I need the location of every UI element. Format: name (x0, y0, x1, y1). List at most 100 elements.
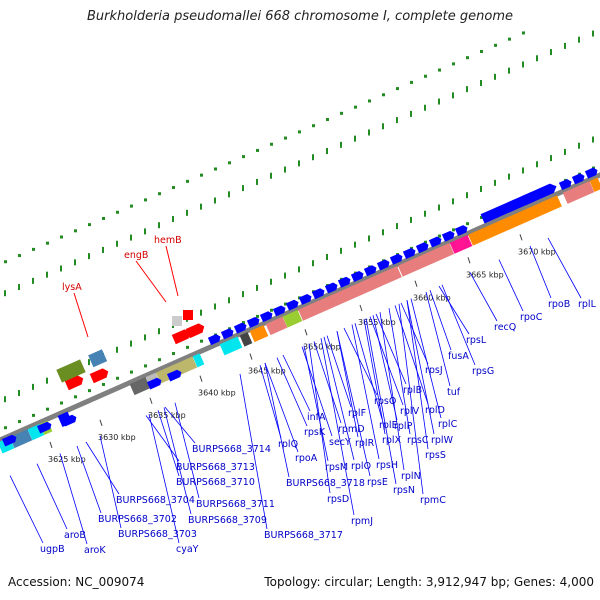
gene-red-box (183, 310, 193, 320)
label-leader-blue (363, 319, 386, 435)
grid-dot (326, 118, 329, 122)
grid-dot (228, 297, 230, 304)
grid-dot (508, 173, 510, 180)
label-leader-blue (438, 285, 470, 335)
gene-label-rpsJ: rpsJ (425, 365, 443, 376)
grid-dot (592, 30, 594, 37)
grid-dot (102, 382, 105, 386)
grid-dot (354, 105, 357, 109)
grid-dot (270, 308, 273, 312)
grid-dot (60, 401, 63, 405)
grid-dot (284, 136, 287, 140)
gene-label-lysA: lysA (62, 282, 82, 293)
grid-dot (116, 376, 119, 380)
feature-block (562, 181, 595, 204)
grid-dot (578, 36, 580, 43)
grid-dot (480, 80, 482, 86)
gene-label-BURPS668_3703: BURPS668_3703 (118, 529, 197, 540)
label-leader-blue (320, 338, 355, 516)
grid-dot (452, 92, 454, 99)
gene-arrow (324, 282, 338, 294)
grid-dot (494, 43, 497, 47)
gene-arrow (233, 322, 247, 334)
feature-block (282, 310, 303, 328)
gene-label-rpsE: rpsE (367, 477, 388, 488)
feature-block (129, 377, 151, 396)
grid-dot (326, 148, 328, 155)
gene-label-BURPS668_3718: BURPS668_3718 (286, 478, 365, 489)
grid-dot (4, 290, 6, 297)
grid-dot (382, 229, 384, 236)
gene-arrow (285, 299, 299, 311)
label-leader-blue (354, 323, 383, 420)
grid-dot (438, 234, 441, 238)
gene-label-rpsS: rpsS (425, 450, 446, 461)
gene-label-rplF: rplF (348, 408, 366, 419)
grid-dot (186, 209, 188, 216)
grid-dot (60, 235, 63, 239)
grid-dot (46, 377, 48, 384)
gene-label-aroB: aroB (64, 530, 86, 541)
label-leader-blue (529, 245, 552, 299)
grid-dot (158, 222, 160, 229)
feature-block (397, 243, 455, 277)
genome-summary: Topology: circular; Length: 3,912,947 bp… (264, 575, 594, 589)
label-leader-blue (429, 289, 452, 351)
grid-dot (256, 178, 258, 185)
gene-steel (88, 349, 108, 368)
gene-label-BURPS668_3717: BURPS668_3717 (264, 530, 343, 541)
grid-dot (4, 260, 7, 264)
gene-label-rpoA: rpoA (295, 453, 318, 464)
scale-tick (467, 257, 471, 264)
gene-arrow (207, 334, 221, 346)
label-leader-blue (336, 331, 371, 477)
grid-dot (46, 407, 49, 411)
scale-tick (49, 441, 53, 449)
gene-label-rpsG: rpsG (472, 366, 494, 377)
label-leader-blue (469, 272, 498, 322)
label-leader-blue (157, 410, 180, 477)
grid-dot (200, 309, 202, 316)
gene-label-rplW: rplW (431, 435, 454, 446)
label-leader-blue (308, 343, 331, 494)
gene-arrow (259, 311, 273, 323)
gene-arrow (220, 328, 234, 340)
grid-dot (508, 37, 511, 41)
grid-dot (326, 254, 328, 261)
grid-dot (452, 198, 454, 205)
gene-label-rplD: rplD (425, 405, 445, 416)
label-leader-blue (163, 407, 192, 515)
grid-dot (88, 223, 91, 227)
scale-tick (149, 397, 153, 404)
grid-dot (508, 67, 510, 74)
scale-tick (519, 234, 523, 241)
label-leader-blue (410, 298, 442, 419)
gene-red (185, 323, 205, 339)
label-leader-blue (99, 435, 122, 529)
grid-dot (172, 186, 175, 190)
grid-dot (550, 155, 552, 162)
gene-label-rplB: rplB (403, 385, 422, 396)
grid-dot (340, 111, 343, 115)
label-leader-blue (313, 341, 342, 424)
grid-dot (200, 203, 202, 210)
gene-label-rpoC: rpoC (520, 312, 543, 323)
feature-block (449, 234, 473, 254)
grid-dot (424, 74, 427, 78)
grid-dot (438, 204, 440, 211)
feature-block (265, 316, 288, 336)
label-leader-blue (276, 357, 308, 427)
grid-dot (410, 216, 412, 223)
grid-dot (298, 266, 300, 273)
grid-dot (410, 80, 413, 84)
grid-dot (270, 172, 272, 179)
scale-tick (359, 304, 363, 312)
gene-arrow (61, 414, 77, 427)
grid-dot (130, 204, 133, 208)
gene-arrow-long (521, 183, 557, 206)
grid-dot (32, 383, 34, 390)
gene-arrow (166, 369, 182, 382)
grid-dot (74, 395, 77, 399)
gene-label-rpsH: rpsH (376, 460, 398, 471)
